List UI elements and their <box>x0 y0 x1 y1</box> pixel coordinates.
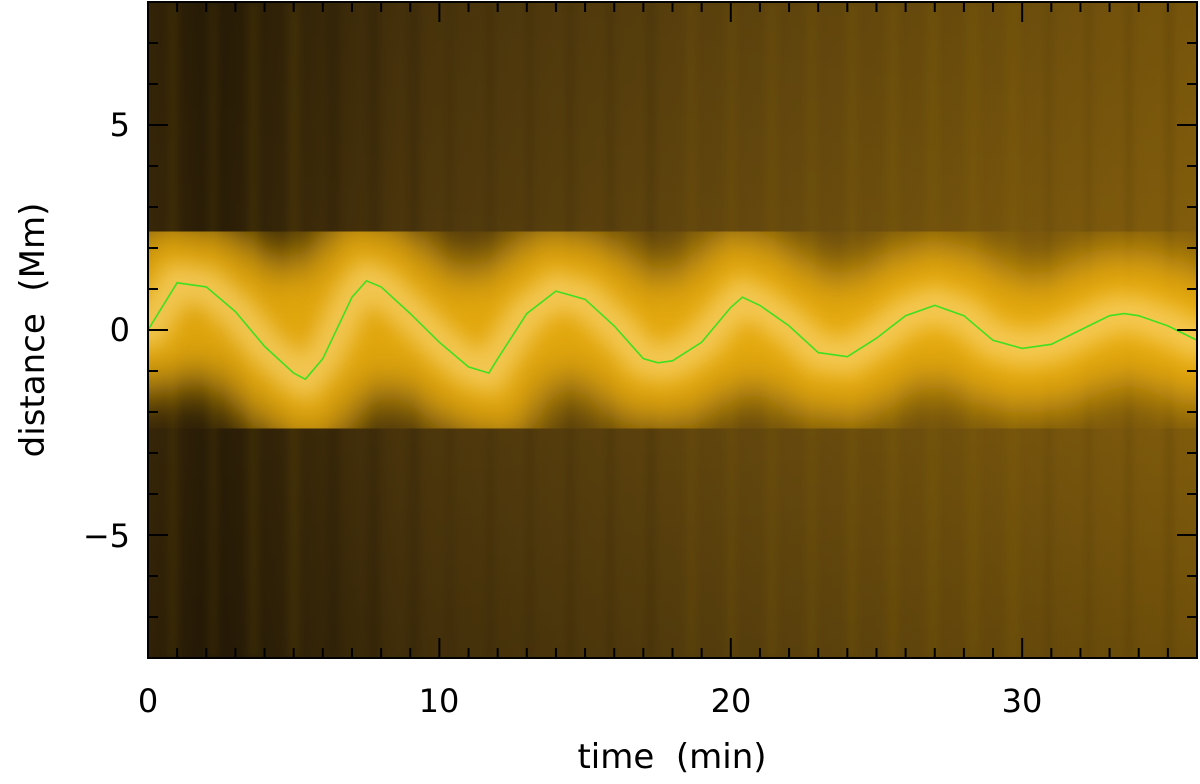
axis-ticks <box>147 1 1198 659</box>
y-tick-label: −5 <box>83 517 130 555</box>
series-line-0 <box>148 279 1197 381</box>
x-axis-label: time (min) <box>577 737 766 777</box>
x-tick-label: 30 <box>1002 682 1043 720</box>
x-tick-label: 20 <box>711 682 752 720</box>
y-tick-label: 5 <box>110 106 130 144</box>
y-axis-label: distance (Mm) <box>13 203 53 458</box>
x-tick-label: 10 <box>419 682 460 720</box>
y-tick-label: 0 <box>110 311 130 349</box>
x-tick-label: 0 <box>138 682 158 720</box>
